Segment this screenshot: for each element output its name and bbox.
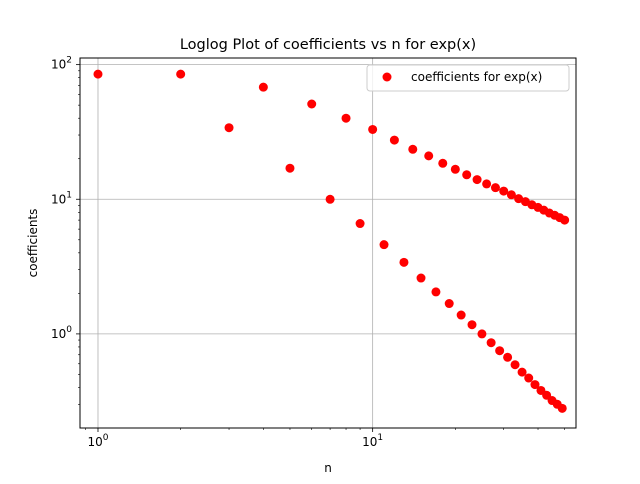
data-point [444, 299, 454, 309]
chart-title: Loglog Plot of coefficients vs n for exp… [180, 37, 476, 53]
data-point [506, 190, 516, 200]
data-point [307, 99, 317, 109]
data-point [510, 360, 520, 370]
data-point [93, 69, 103, 79]
plot-frame [79, 57, 577, 429]
y-tick-label: 100 [51, 325, 72, 341]
data-point [450, 164, 460, 174]
major-ticks: 100 101 100 101 102 [51, 56, 383, 449]
data-point [495, 346, 505, 356]
y-axis-label: coefficients [26, 209, 40, 278]
y-tick-label: 101 [51, 190, 72, 206]
data-point [503, 352, 513, 362]
data-point [467, 320, 477, 330]
data-point [514, 194, 524, 204]
data-point [530, 380, 540, 390]
data-point [176, 69, 186, 79]
data-point [258, 82, 268, 92]
data-point [431, 287, 441, 297]
data-point [438, 158, 448, 168]
x-tick-label: 100 [87, 433, 108, 449]
y-tick-label: 102 [51, 56, 72, 72]
data-point [224, 123, 234, 133]
data-point [462, 170, 472, 180]
data-point [499, 186, 509, 196]
data-point [524, 373, 534, 383]
data-point [399, 257, 409, 267]
data-point [517, 367, 527, 377]
data-point [416, 273, 426, 283]
data-point [557, 403, 567, 413]
data-point [456, 310, 466, 320]
data-point [486, 338, 496, 348]
data-point [560, 215, 570, 225]
data-point [368, 124, 378, 134]
legend-box [366, 64, 570, 92]
data-point [424, 151, 434, 161]
data-point [341, 113, 351, 123]
data-point [325, 194, 335, 204]
legend-marker [382, 72, 392, 82]
data-point [355, 219, 365, 229]
data-point [285, 163, 295, 173]
data-points [93, 69, 570, 413]
data-point [482, 179, 492, 189]
data-point [379, 240, 389, 250]
data-point [408, 144, 418, 154]
data-point [477, 329, 487, 339]
legend: coefficients for exp(x) [366, 64, 570, 92]
data-point [472, 175, 482, 185]
x-tick-label: 101 [362, 433, 383, 449]
data-point [490, 183, 500, 193]
legend-label: coefficients for exp(x) [411, 70, 542, 84]
data-point [389, 135, 399, 145]
x-axis-label: n [324, 461, 332, 475]
